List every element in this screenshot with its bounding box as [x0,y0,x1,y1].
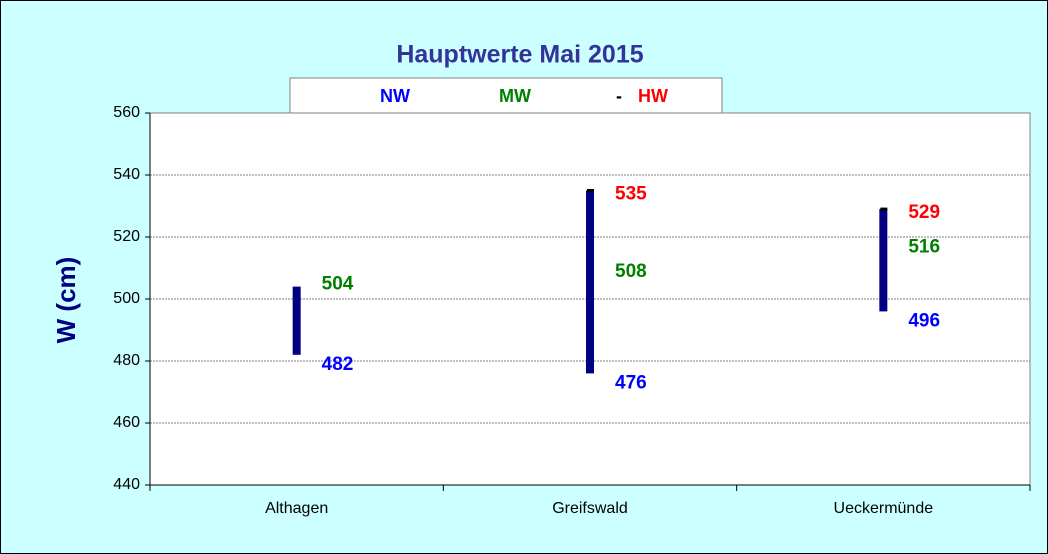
x-tick-label: Althagen [265,500,328,517]
value-label: 529 [908,202,940,223]
y-tick-label: 460 [113,414,140,431]
y-axis-label: W (cm) [51,257,81,344]
value-label: 516 [908,236,940,257]
value-label: 496 [908,310,940,331]
value-label: 504 [322,274,354,295]
y-tick-label: 480 [113,352,140,369]
legend [289,77,723,114]
legend-label: HW [638,86,668,106]
hw-tick [880,207,888,211]
value-label: 535 [615,184,647,205]
y-tick-label: 540 [113,166,140,183]
y-tick-label: 440 [113,476,140,493]
range-bar [586,190,594,374]
legend-label: MW [499,86,531,106]
x-tick-label: Ueckermünde [834,500,934,517]
legend-symbol: - [616,86,622,106]
range-bar [292,286,301,355]
y-tick-label: 520 [113,228,140,245]
value-label: 476 [615,372,647,393]
range-bar [879,209,888,312]
hw-tick [587,189,594,192]
x-tick-label: Greifswald [552,500,628,517]
y-tick-label: 560 [113,104,140,121]
chart-title: Hauptwerte Mai 2015 [396,41,643,69]
y-tick-label: 500 [113,290,140,307]
value-label: 508 [615,261,647,282]
value-label: 482 [322,354,354,375]
legend-label: NW [380,86,410,106]
